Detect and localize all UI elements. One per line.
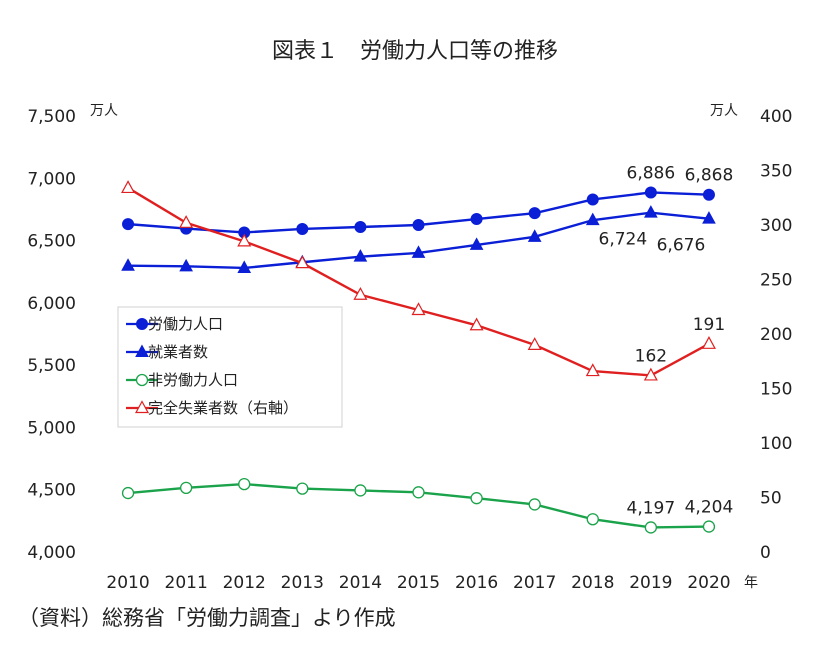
point-not-in-labor-force bbox=[121, 486, 135, 500]
point-labor-force bbox=[354, 220, 367, 233]
y-right-tick-label: 200 bbox=[760, 325, 792, 345]
legend-marker-employed bbox=[135, 344, 149, 357]
y-left-tick-label: 5,000 bbox=[27, 418, 76, 438]
x-unit: 年 bbox=[744, 575, 758, 591]
point-employed bbox=[644, 205, 658, 218]
point-labor-force bbox=[412, 219, 425, 231]
y-right-tick-label: 400 bbox=[760, 107, 792, 127]
data-label: 6,724 bbox=[599, 230, 648, 250]
y-left-tick-label: 4,500 bbox=[27, 481, 76, 501]
legend-label-labor-force: 労働力人口 bbox=[148, 315, 223, 333]
point-employed bbox=[179, 258, 193, 272]
legend-marker-labor-force bbox=[136, 318, 148, 330]
point-employed bbox=[585, 212, 600, 226]
y-right-tick-label: 100 bbox=[760, 434, 792, 454]
data-label: 6,676 bbox=[657, 236, 706, 256]
point-labor-force bbox=[470, 213, 483, 226]
point-not-in-labor-force bbox=[296, 482, 309, 495]
y-right-tick-label: 250 bbox=[760, 271, 792, 291]
x-tick-label: 2010 bbox=[106, 573, 149, 593]
point-labor-force bbox=[702, 188, 715, 201]
point-unemployed bbox=[701, 336, 716, 349]
x-tick-label: 2017 bbox=[513, 573, 556, 593]
legend-marker-not-in-labor-force bbox=[135, 373, 149, 387]
point-employed bbox=[527, 229, 542, 242]
point-unemployed bbox=[121, 180, 136, 194]
y-right-tick-label: 50 bbox=[760, 489, 782, 509]
point-employed bbox=[702, 211, 716, 224]
point-unemployed bbox=[179, 215, 194, 228]
x-tick-label: 2020 bbox=[687, 573, 730, 593]
point-not-in-labor-force bbox=[412, 486, 425, 499]
point-not-in-labor-force bbox=[179, 481, 193, 494]
y-left-unit: 万人 bbox=[90, 103, 118, 119]
point-unemployed bbox=[411, 302, 426, 316]
point-labor-force bbox=[296, 222, 309, 235]
point-not-in-labor-force bbox=[528, 498, 541, 511]
x-tick-label: 2011 bbox=[165, 573, 208, 593]
x-tick-label: 2015 bbox=[397, 573, 440, 593]
point-not-in-labor-force bbox=[238, 477, 251, 491]
data-label: 6,886 bbox=[627, 163, 676, 183]
point-employed bbox=[121, 258, 135, 271]
point-unemployed bbox=[585, 363, 600, 377]
point-unemployed bbox=[237, 233, 252, 247]
point-unemployed bbox=[353, 287, 368, 300]
chart-title: 図表１ 労働力人口等の推移 bbox=[272, 39, 558, 64]
data-label: 6,868 bbox=[685, 166, 734, 186]
y-right-tick-label: 350 bbox=[760, 162, 792, 182]
x-tick-label: 2019 bbox=[629, 573, 672, 593]
point-employed bbox=[237, 260, 252, 273]
y-right-tick-label: 0 bbox=[760, 543, 771, 563]
legend-marker-unemployed bbox=[134, 400, 150, 414]
point-unemployed bbox=[469, 317, 484, 331]
point-labor-force bbox=[122, 218, 135, 231]
point-unemployed bbox=[295, 255, 310, 269]
point-employed bbox=[411, 245, 426, 258]
y-left-tick-label: 6,500 bbox=[27, 232, 76, 252]
point-employed bbox=[469, 237, 484, 250]
x-tick-label: 2012 bbox=[223, 573, 266, 593]
legend-label-not-in-labor-force: 非労働力人口 bbox=[148, 371, 238, 389]
legend-label-unemployed: 完全失業者数（右軸） bbox=[148, 399, 298, 417]
point-not-in-labor-force bbox=[354, 484, 367, 497]
point-not-in-labor-force bbox=[586, 513, 599, 526]
y-left-tick-label: 7,000 bbox=[27, 169, 76, 189]
point-not-in-labor-force bbox=[470, 492, 483, 505]
source-note: （資料）総務省「労働力調査」より作成 bbox=[18, 606, 396, 630]
y-left-tick-label: 6,000 bbox=[27, 294, 76, 314]
x-tick-label: 2013 bbox=[281, 573, 324, 593]
data-label: 191 bbox=[693, 315, 725, 335]
point-labor-force bbox=[528, 207, 541, 220]
x-tick-label: 2016 bbox=[455, 573, 498, 593]
y-left-tick-label: 5,500 bbox=[27, 356, 76, 376]
point-unemployed bbox=[643, 367, 658, 381]
point-labor-force bbox=[586, 193, 599, 206]
y-right-tick-label: 300 bbox=[760, 216, 792, 236]
point-unemployed bbox=[527, 337, 542, 350]
data-label: 4,197 bbox=[627, 498, 676, 518]
x-tick-label: 2018 bbox=[571, 573, 614, 593]
point-not-in-labor-force bbox=[702, 520, 716, 533]
data-label: 4,204 bbox=[685, 498, 734, 518]
y-right-unit: 万人 bbox=[710, 103, 738, 119]
point-not-in-labor-force bbox=[644, 521, 658, 534]
y-left-tick-label: 4,000 bbox=[27, 543, 76, 563]
y-right-tick-label: 150 bbox=[760, 380, 792, 400]
point-labor-force bbox=[644, 186, 657, 199]
x-tick-label: 2014 bbox=[339, 573, 382, 593]
point-employed bbox=[353, 249, 368, 262]
data-label: 162 bbox=[635, 346, 667, 366]
y-left-tick-label: 7,500 bbox=[27, 107, 76, 127]
legend-label-employed: 就業者数 bbox=[148, 343, 208, 361]
